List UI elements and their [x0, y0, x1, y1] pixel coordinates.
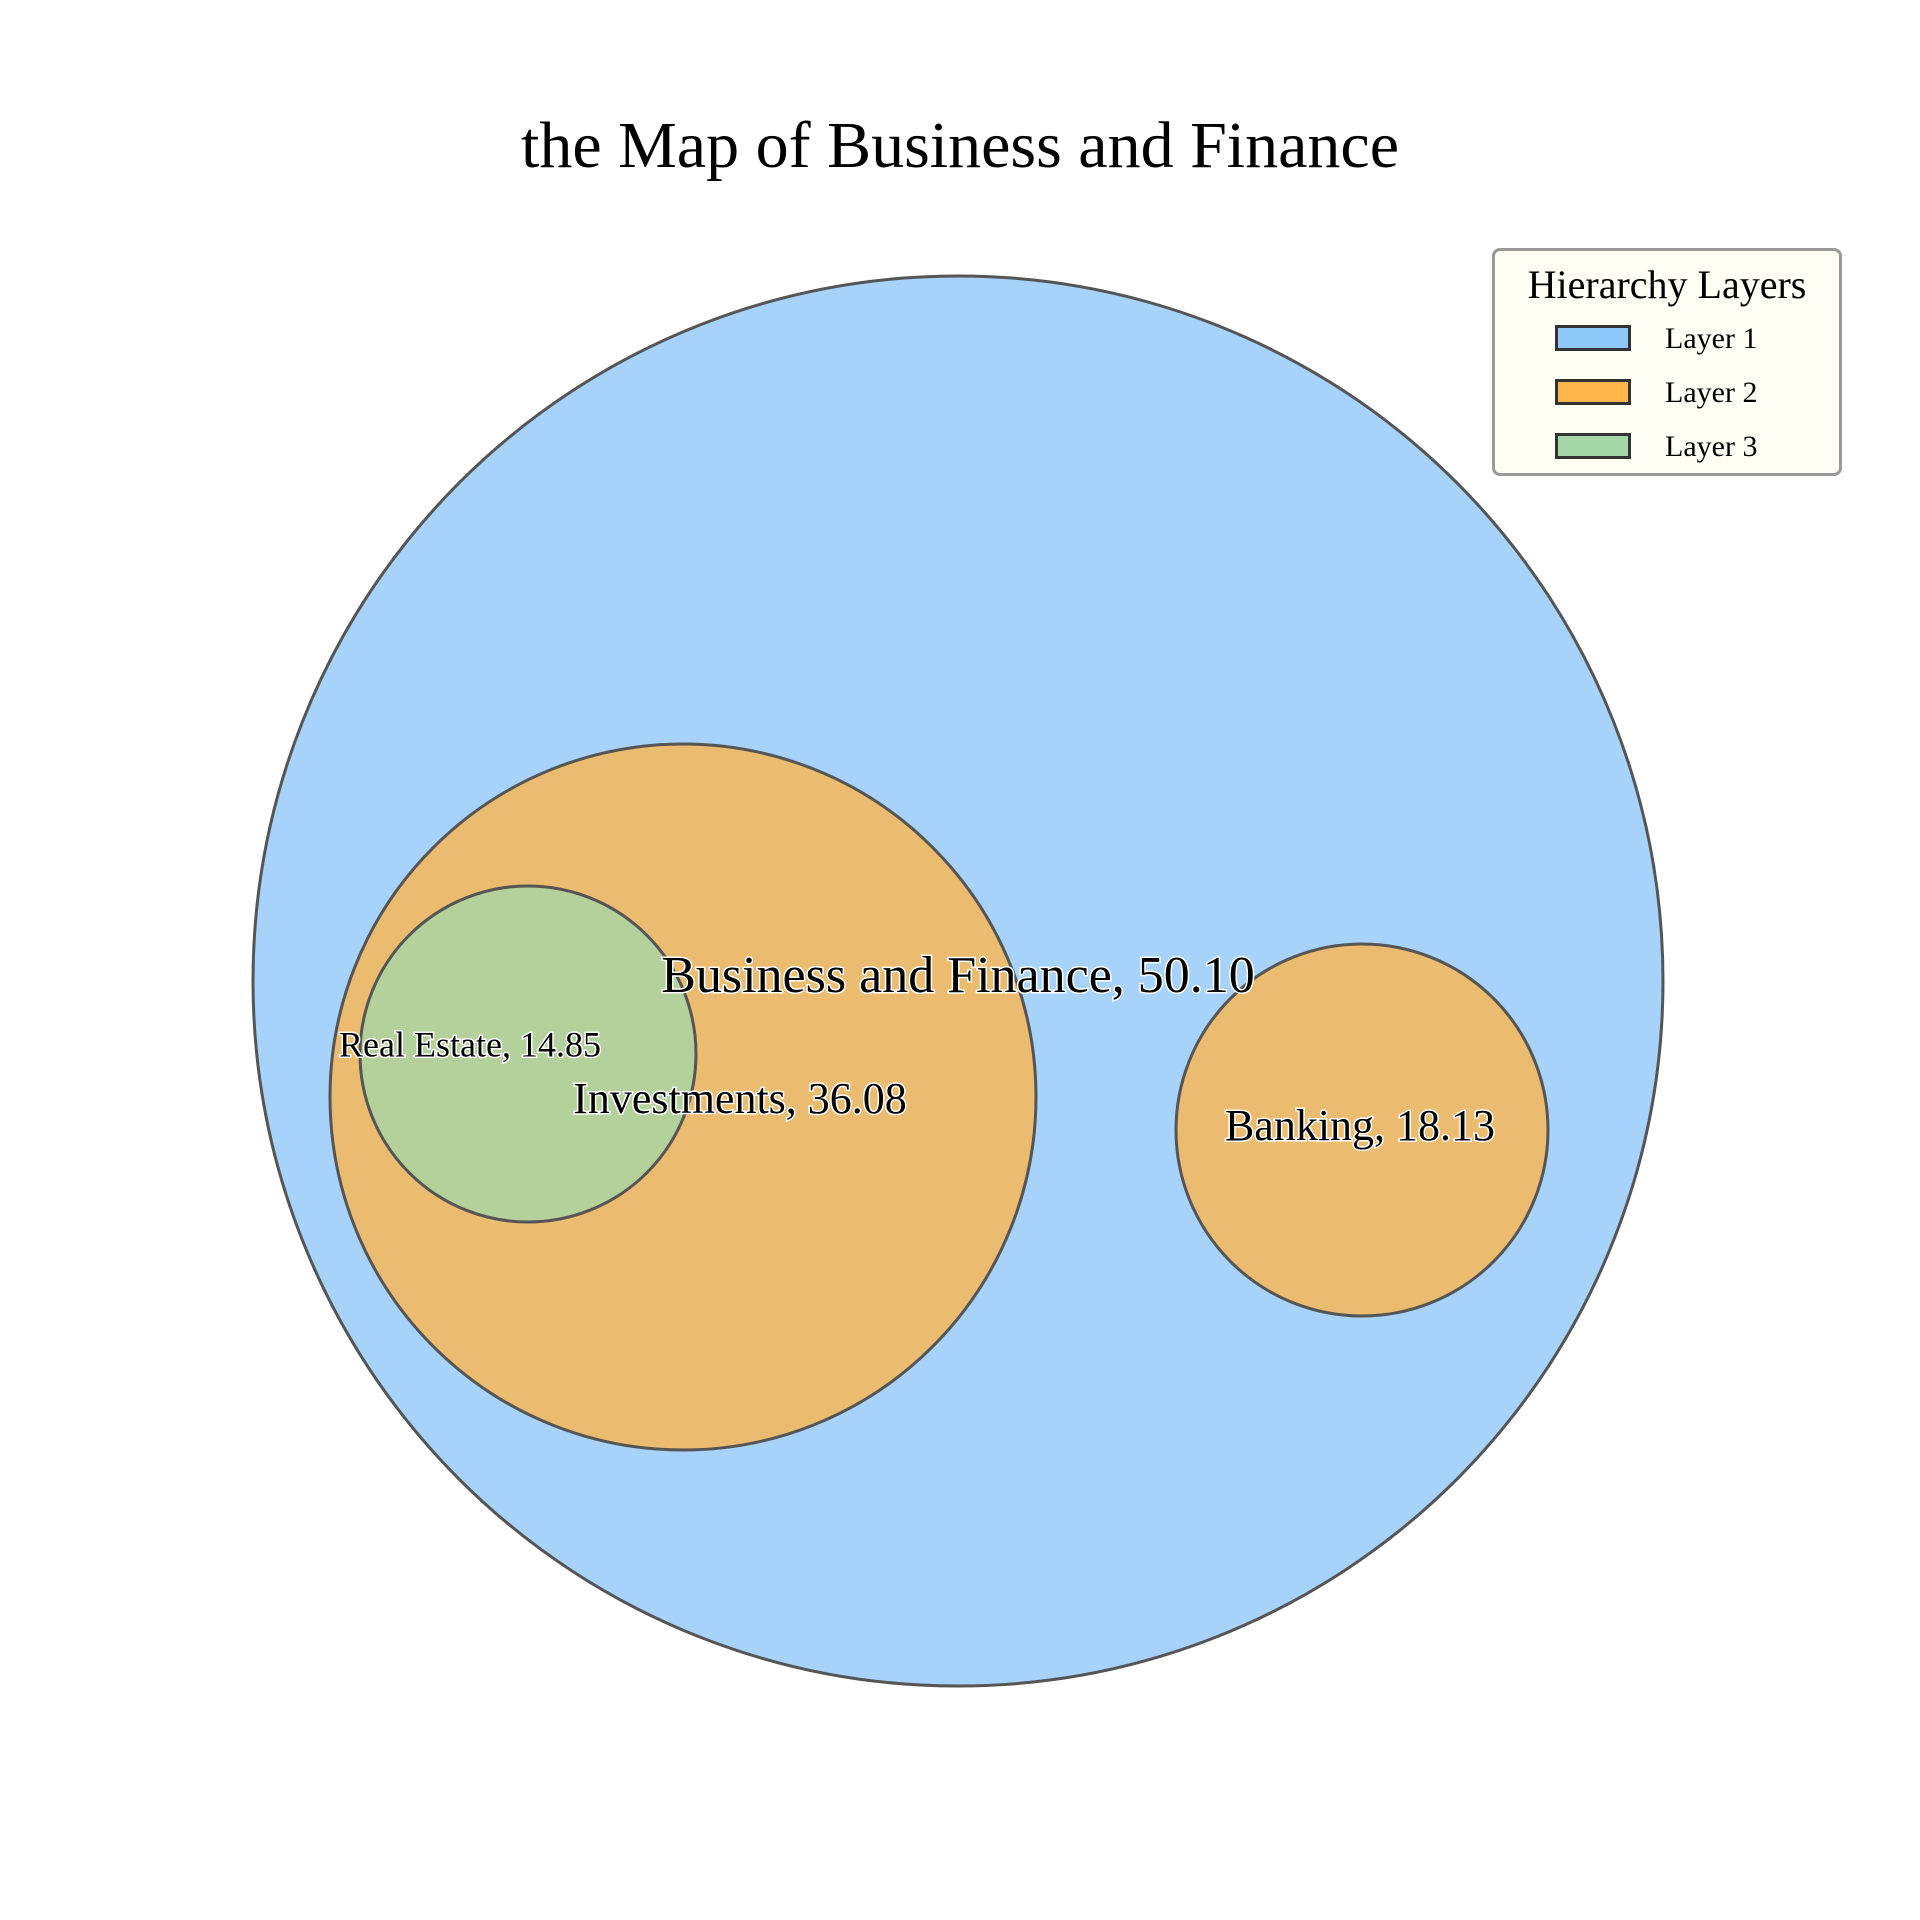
legend-title: Hierarchy Layers	[1527, 262, 1807, 307]
legend-label-layer-3: Layer 3	[1665, 430, 1758, 463]
bubble-label-business-and-finance: Business and Finance, 50.10	[661, 947, 1255, 1004]
legend-item-layer-3: Layer 3	[1555, 429, 1835, 469]
legend-swatch-layer-2	[1555, 379, 1631, 405]
legend-item-layer-1: Layer 1	[1555, 321, 1835, 361]
chart-title: the Map of Business and Finance	[520, 109, 1399, 182]
legend-label-layer-2: Layer 2	[1665, 376, 1758, 409]
bubble-label-real-estate: Real Estate, 14.85	[339, 1024, 601, 1064]
bubble-label-investments: Investments, 36.08	[573, 1074, 907, 1123]
legend-item-layer-2: Layer 2	[1555, 375, 1835, 415]
bubble-label-banking: Banking, 18.13	[1225, 1101, 1495, 1150]
legend-swatch-layer-3	[1555, 433, 1631, 459]
legend: Hierarchy Layers Layer 1 Layer 2 Layer 3	[1492, 248, 1842, 476]
bubble-banking	[1174, 942, 1550, 1318]
bubble-real-estate	[358, 884, 698, 1224]
legend-swatch-layer-1	[1555, 325, 1631, 351]
legend-label-layer-1: Layer 1	[1665, 322, 1758, 355]
